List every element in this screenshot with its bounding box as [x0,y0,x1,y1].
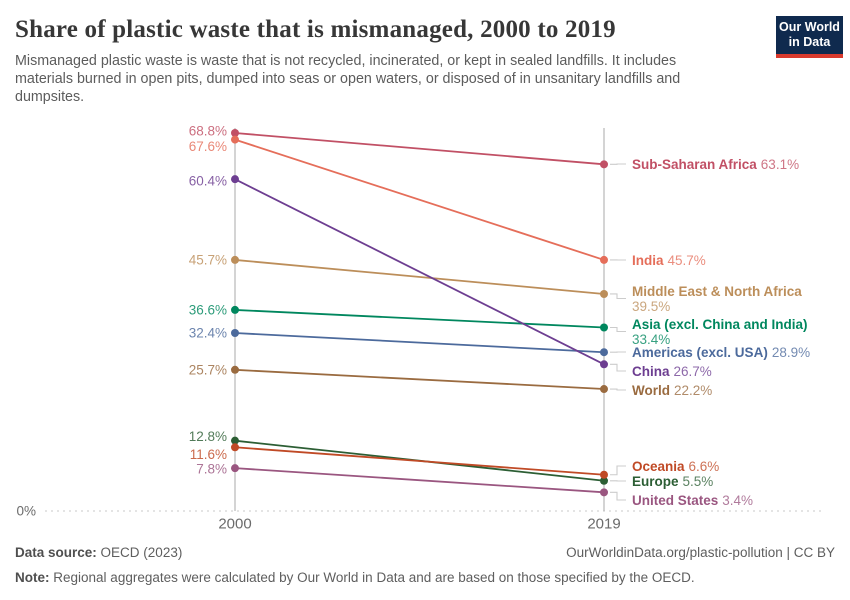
series-label-middle-east-north-africa[interactable]: Middle East & North Africa 39.5% [632,284,802,314]
page-title: Share of plastic waste that is mismanage… [15,16,616,43]
series-dot-2019-asia-excl-china-and-india[interactable] [600,323,608,332]
series-dot-2000-sub-saharan-africa[interactable] [231,129,239,138]
chart-footer: Data source: OECD (2023) OurWorldinData.… [15,545,835,560]
series-start-value-middle-east-north-africa: 45.7% [189,252,227,267]
series-dot-2019-india[interactable] [600,255,608,264]
series-dot-2019-americas-excl-usa[interactable] [600,348,608,357]
series-label-oceania[interactable]: Oceania 6.6% [632,459,719,474]
series-line-sub-saharan-africa[interactable] [234,132,605,166]
slope-chart-svg: 0% 2000 2019 68.8% Sub-Saharan Africa 63.1% 67… [16,124,824,533]
series-start-value-india: 67.6% [189,139,227,154]
series-start-value-americas-excl-usa: 32.4% [189,325,227,340]
series-dot-2000-asia-excl-china-and-india[interactable] [231,305,239,314]
series-start-value-united-states: 7.8% [196,462,227,477]
series-dot-2019-world[interactable] [600,385,608,394]
series-dot-2000-united-states[interactable] [231,464,239,473]
x-tick-2019[interactable]: 2019 [587,516,620,533]
series-start-value-sub-saharan-africa: 68.8% [189,124,227,139]
subtitle-line-1: Mismanaged plastic waste is waste that i… [15,53,677,69]
series-line-united-states[interactable] [234,467,605,494]
note-label: Note: [15,570,50,585]
series-label-china[interactable]: China 26.7% [632,364,712,379]
series-line-asia-excl-china-and-india[interactable] [234,309,605,329]
series-dot-2000-americas-excl-usa[interactable] [231,328,239,337]
series-dot-2019-china[interactable] [600,360,608,369]
data-source: Data source: OECD (2023) [15,545,182,560]
series-dot-2000-world[interactable] [231,365,239,374]
owid-logo-line2: in Data [788,35,831,50]
slope-chart: 0% 2000 2019 68.8% Sub-Saharan Africa 63.1% 67… [0,118,850,538]
series-dot-2019-europe[interactable] [600,476,608,485]
series-line-middle-east-north-africa[interactable] [234,259,605,295]
series-dot-2019-sub-saharan-africa[interactable] [600,160,608,169]
label-connector-oceania [610,465,626,476]
series-start-value-europe: 12.8% [189,429,227,444]
series-start-value-world: 25.7% [189,362,227,377]
chart-note: Note: Regional aggregates were calculate… [15,570,695,585]
series-dot-2000-china[interactable] [231,175,239,184]
series-start-value-asia-excl-china-and-india: 36.6% [189,302,227,317]
series-label-europe[interactable]: Europe 5.5% [632,474,713,489]
owid-logo[interactable]: Our World in Data [776,16,843,58]
note-value: Regional aggregates were calculated by O… [53,570,695,585]
data-source-value: OECD (2023) [100,545,183,560]
credit-link[interactable]: OurWorldinData.org/plastic-pollution | C… [566,545,835,560]
series-label-india[interactable]: India 45.7% [632,253,706,268]
series-label-world[interactable]: World 22.2% [632,383,712,398]
label-connector-asia-excl-china-and-india [610,326,626,333]
series-dot-2000-oceania[interactable] [231,443,239,452]
series-line-oceania[interactable] [234,446,605,476]
series-dot-2019-middle-east-north-africa[interactable] [600,289,608,298]
series-line-americas-excl-usa[interactable] [234,332,605,354]
subtitle-line-2: materials burned in open pits, dumped in… [15,70,681,87]
x-tick-2000[interactable]: 2000 [218,516,251,533]
y-axis-zero-label: 0% [16,504,36,519]
series-label-united-states[interactable]: United States 3.4% [632,493,753,508]
data-source-label: Data source: [15,545,97,560]
series-line-world[interactable] [234,368,605,390]
series-dot-2019-united-states[interactable] [600,488,608,497]
series-dot-2000-india[interactable] [231,135,239,144]
series-label-americas-excl-usa[interactable]: Americas (excl. USA) 28.9% [632,345,810,360]
series-label-asia-excl-china-and-india[interactable]: Asia (excl. China and India) 33.4% [632,317,808,347]
label-connector-middle-east-north-africa [610,293,626,300]
series-start-value-china: 60.4% [189,174,227,189]
series-dot-2000-europe[interactable] [231,436,239,445]
subtitle-line-3: dumpsites. [15,88,85,105]
owid-logo-line1: Our World [779,20,840,34]
label-connector-world [610,388,626,391]
label-connector-united-states [610,491,626,501]
label-connector-china [610,363,626,372]
series-line-china[interactable] [234,178,605,366]
series-dot-2000-middle-east-north-africa[interactable] [231,255,239,264]
series-label-sub-saharan-africa[interactable]: Sub-Saharan Africa 63.1% [632,157,799,172]
series-start-value-oceania: 11.6% [190,447,227,462]
series-line-india[interactable] [234,138,605,261]
chart-subtitle: Mismanaged plastic waste is waste that i… [15,53,680,106]
series-dot-2019-oceania[interactable] [600,470,608,479]
